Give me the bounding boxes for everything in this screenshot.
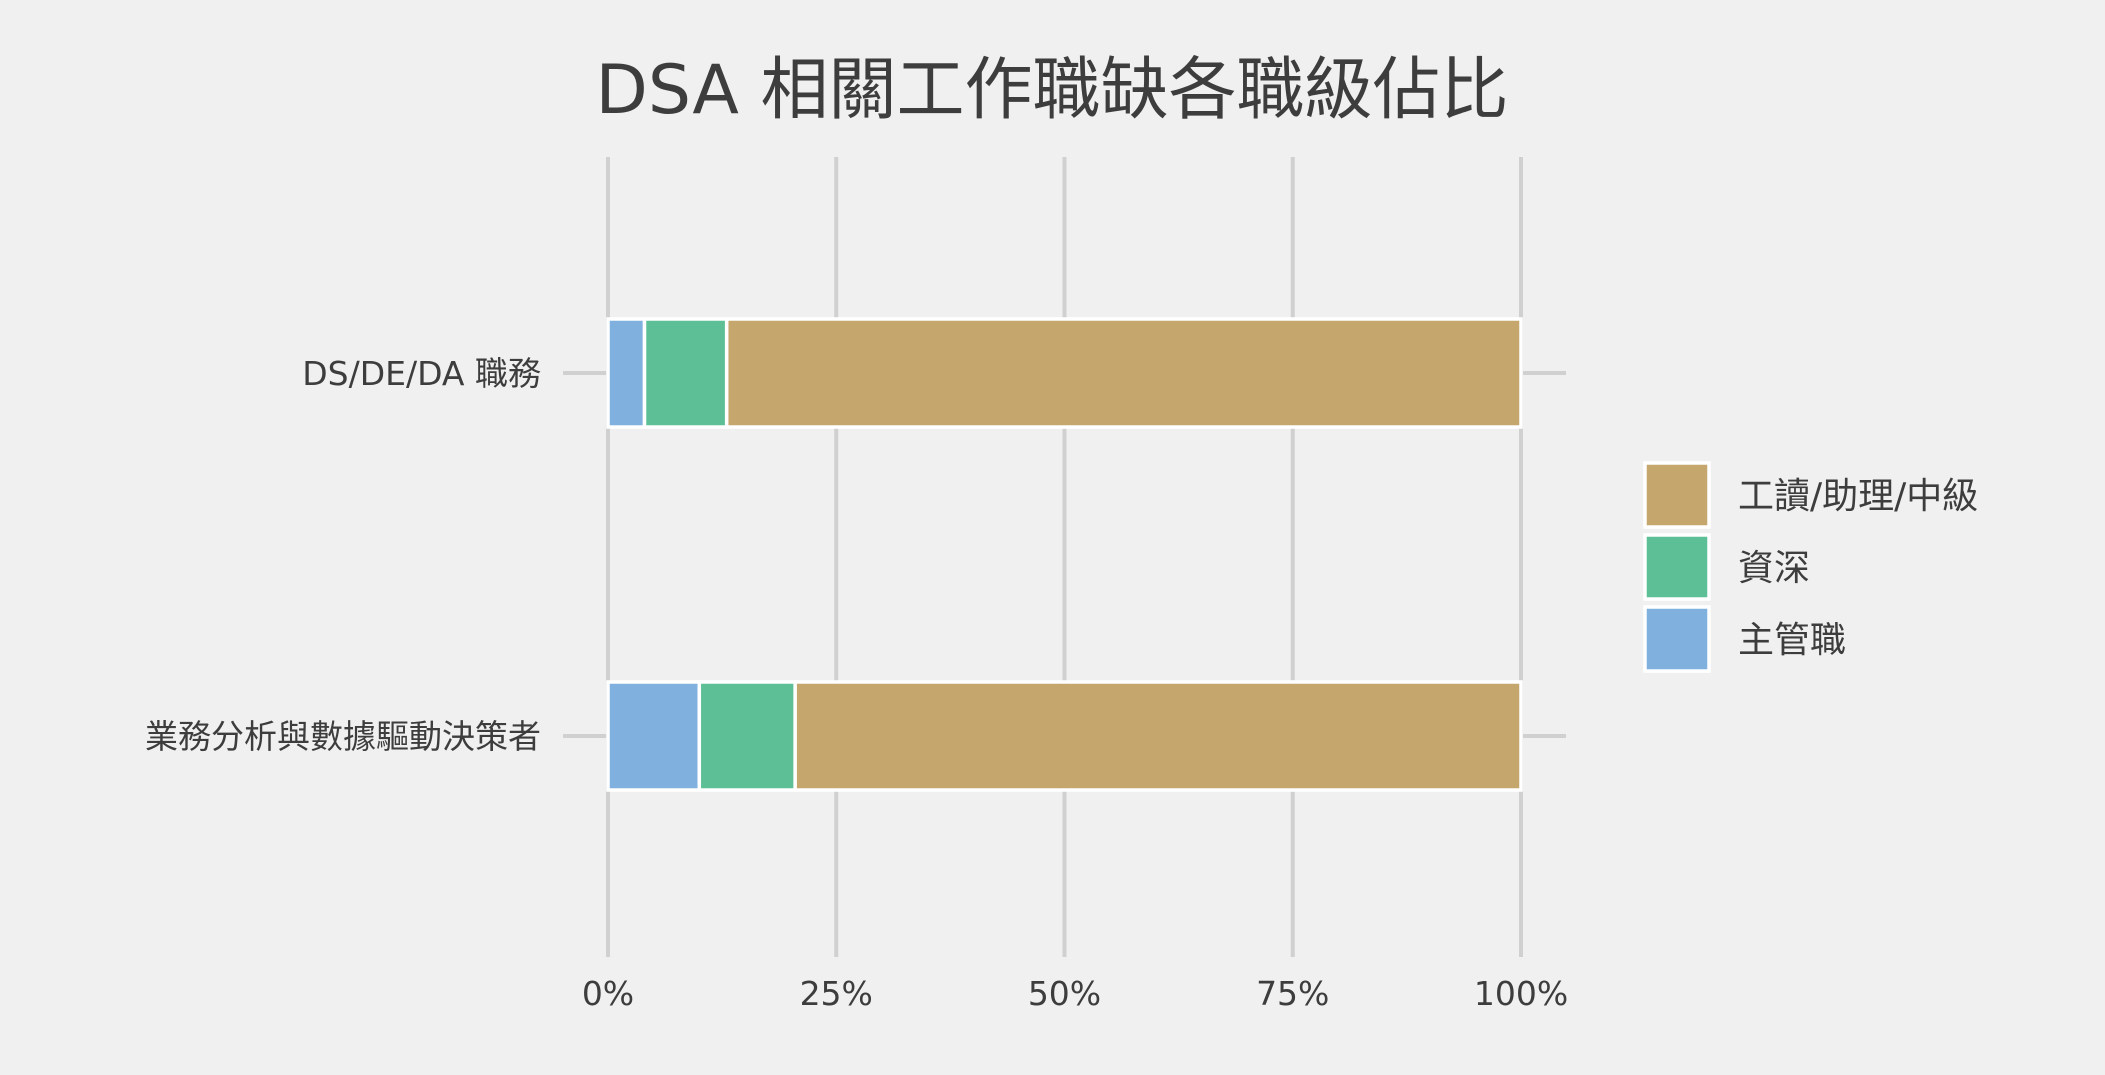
y-tick-label-1: 業務分析與數據驅動決策者 <box>145 717 541 756</box>
legend-swatch-1 <box>1643 533 1711 601</box>
bar-segment-1-2 <box>793 680 1523 792</box>
bar-segment-1-0 <box>606 680 702 792</box>
bar-segment-0-0 <box>606 317 647 429</box>
y-tick-label-0: DS/DE/DA 職務 <box>302 354 541 393</box>
bar-segment-1-1 <box>697 680 797 792</box>
legend-label-0: 工讀/助理/中級 <box>1738 476 1978 517</box>
x-tick-label-1: 25% <box>800 974 873 1013</box>
legend-label-2: 主管職 <box>1738 620 1846 661</box>
legend-label-1: 資深 <box>1738 548 1810 589</box>
x-tick-label-0: 0% <box>582 974 634 1013</box>
legend-swatch-0 <box>1643 461 1711 529</box>
x-tick-label-2: 50% <box>1028 974 1101 1013</box>
chart-title: DSA 相關工作職缺各職級佔比 <box>596 51 1509 130</box>
x-tick-label-3: 75% <box>1256 974 1329 1013</box>
legend-swatch-2 <box>1643 605 1711 673</box>
x-tick-label-4: 100% <box>1474 974 1568 1013</box>
bar-segment-0-1 <box>642 317 729 429</box>
bar-segment-0-2 <box>724 317 1523 429</box>
